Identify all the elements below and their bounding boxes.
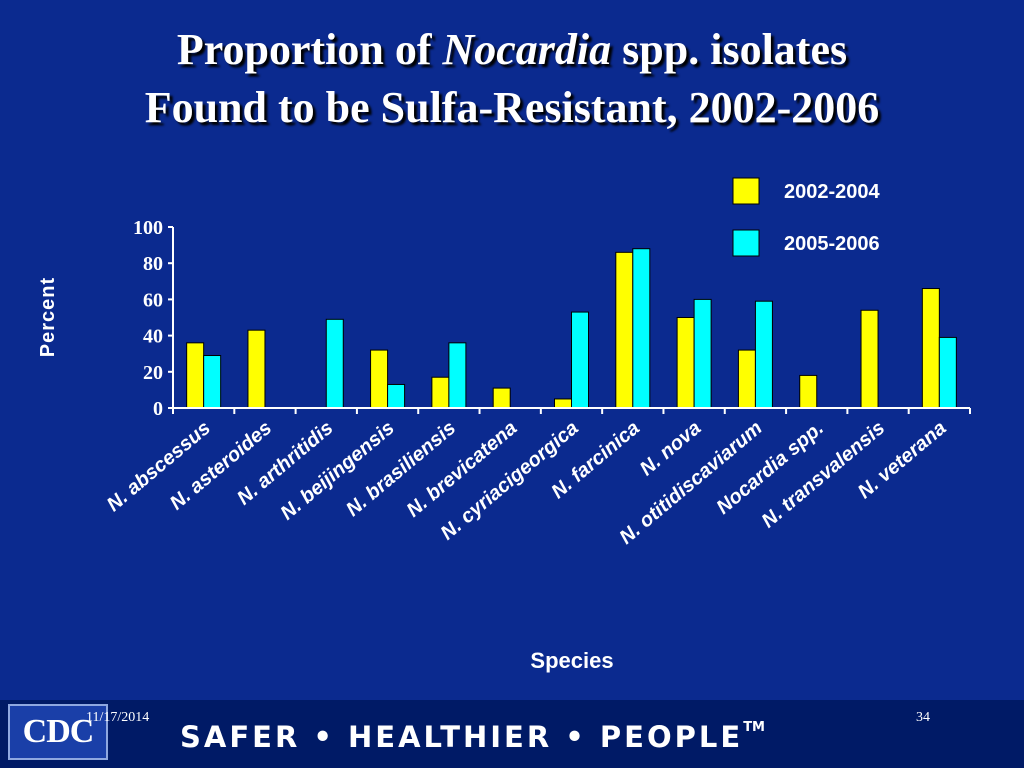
bar-2002-2004-N. veterana <box>921 288 940 409</box>
bar-2005-2006-N. brasiliensis <box>448 342 467 409</box>
footer-slogan: SAFER • HEALTHIER • PEOPLETM <box>180 720 765 754</box>
bar-2002-2004-N. brasiliensis <box>431 376 450 409</box>
cdc-logo: CDC <box>8 704 108 760</box>
bar-2005-2006-N. farcinica <box>632 248 651 409</box>
y-tick-label-100: 100 <box>133 217 163 239</box>
bar-2002-2004-N. transvalensis <box>860 309 879 409</box>
slide-title-line-2: Found to be Sulfa-Resistant, 2002-2006 <box>144 83 880 132</box>
bar-2005-2006-N. cyriacigeorgica <box>571 311 589 409</box>
bar-2005-2006-N. arthritidis <box>325 318 344 409</box>
slide-title-line-1: Proportion of Nocardia spp. isolates <box>0 24 1024 76</box>
x-axis-title: Species <box>530 648 613 673</box>
bar-2005-2006-N. abscessus <box>203 355 222 409</box>
bar-2005-2006-N. otitidiscaviarum <box>754 300 773 409</box>
bar-2005-2006-N. beijingensis <box>387 383 406 409</box>
footer-date: 11/17/2014 <box>86 710 150 725</box>
bar-2002-2004-N. abscessus <box>186 342 205 409</box>
legend-swatch-2002-2004 <box>732 177 760 205</box>
bar-2005-2006-N. nova <box>693 298 712 409</box>
bar-2002-2004-N. farcinica <box>615 251 634 409</box>
slogan-text: SAFER • HEALTHIER • PEOPLE <box>180 720 744 754</box>
y-tick-label-40: 40 <box>143 326 163 348</box>
title-genus-italic: Nocardia <box>442 25 612 74</box>
bar-2002-2004-N. brevicatena <box>492 387 511 409</box>
x-category-label-N. abscessus: N. abscessus <box>103 417 215 516</box>
y-tick-label-0: 0 <box>153 398 163 420</box>
legend-label-2005-2006: 2005-2006 <box>784 233 880 255</box>
bar-2002-2004-N. asteroides <box>247 329 266 409</box>
title-prefix: Proportion of <box>176 25 443 74</box>
trademark-mark: TM <box>743 720 765 735</box>
y-tick-label-80: 80 <box>143 253 163 275</box>
legend-label-2002-2004: 2002-2004 <box>784 181 881 203</box>
title-suffix: spp. isolates <box>611 25 848 74</box>
bar-2002-2004-N. beijingensis <box>370 349 389 409</box>
bar-2002-2004-N. cyriacigeorgica <box>554 398 572 409</box>
y-tick-label-20: 20 <box>143 362 163 384</box>
legend-swatch-2005-2006 <box>732 229 760 257</box>
bar-2002-2004-Nocardia spp. <box>799 374 818 409</box>
footer-bar: CDC 11/17/2014 34 SAFER • HEALTHIER • PE… <box>0 700 1024 768</box>
y-tick-label-60: 60 <box>143 289 163 311</box>
x-category-label-Nocardia spp.: Nocardia spp. <box>712 417 827 519</box>
x-category-label-N. brasiliensis: N. brasiliensis <box>342 417 460 521</box>
footer-page-number: 34 <box>916 710 930 725</box>
bar-2002-2004-N. nova <box>676 317 695 409</box>
bar-2005-2006-N. veterana <box>938 336 957 409</box>
bar-2002-2004-N. otitidiscaviarum <box>737 349 756 409</box>
y-axis-title: Percent <box>37 277 59 357</box>
